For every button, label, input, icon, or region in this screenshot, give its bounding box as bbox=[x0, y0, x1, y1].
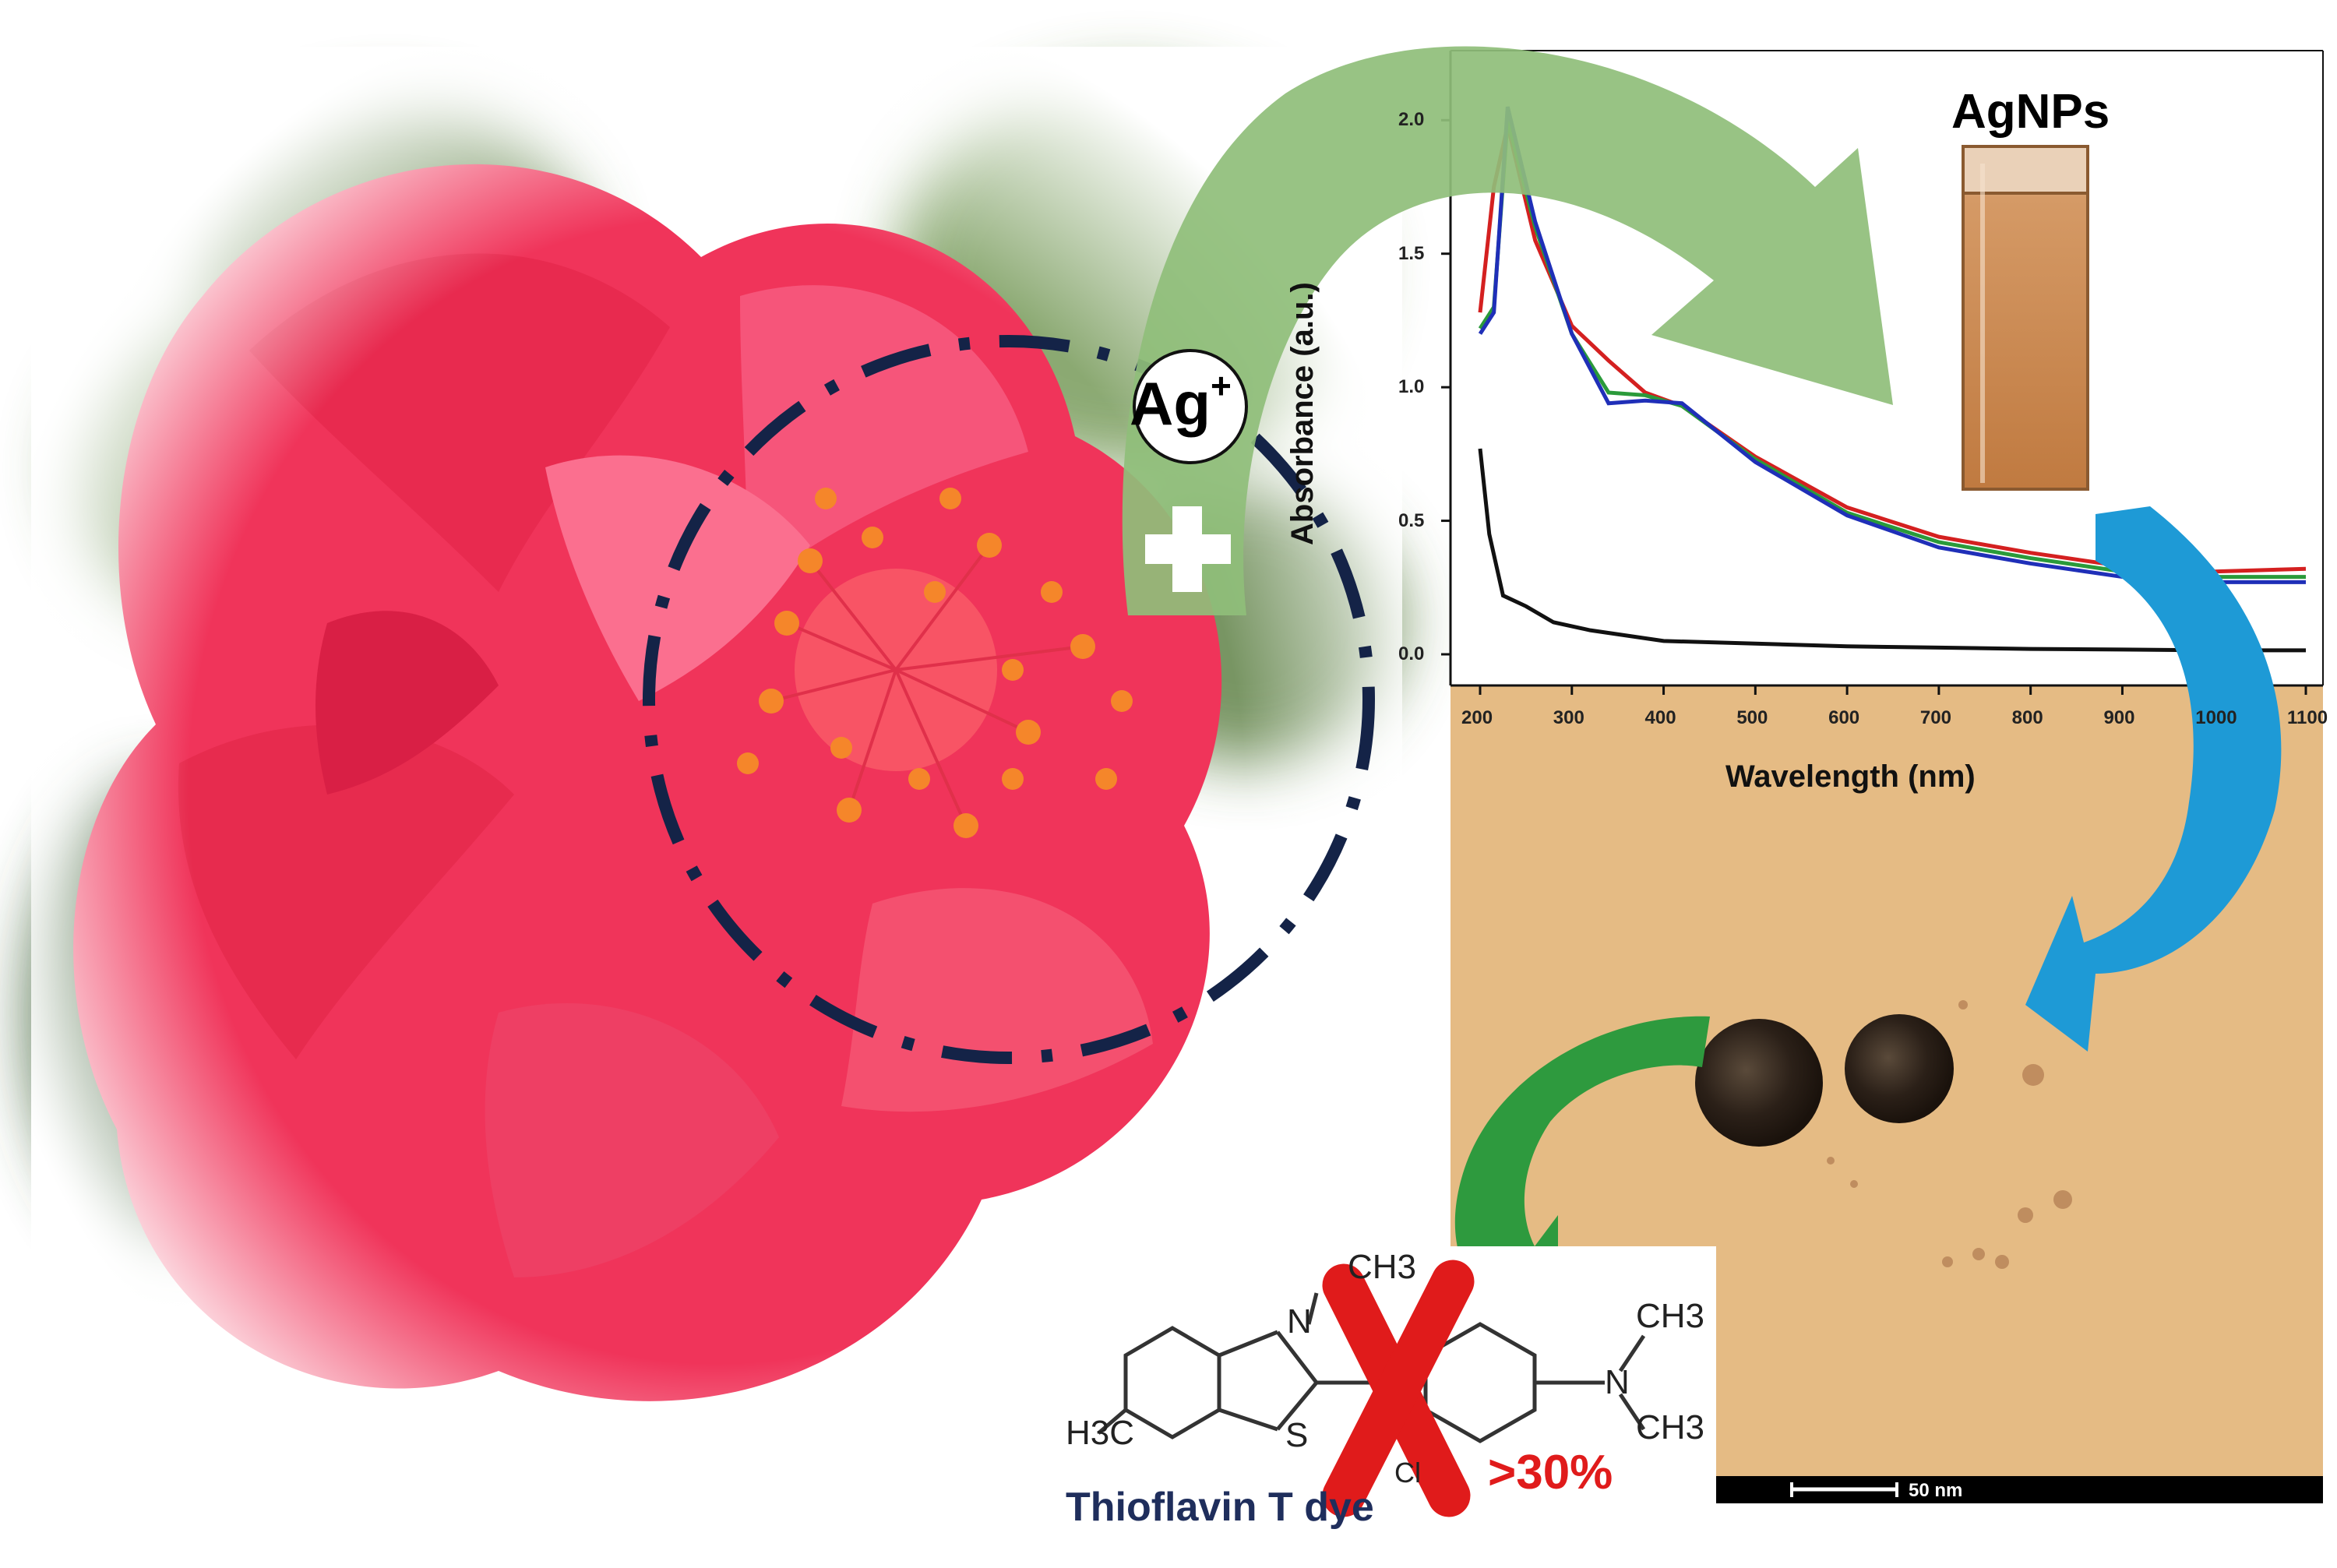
x-tick-label: 500 bbox=[1736, 707, 1768, 728]
amine-nitrogen-label: N bbox=[1605, 1363, 1630, 1401]
thioflavin-structure bbox=[1058, 1246, 1716, 1527]
y-axis-label: Absorbance (a.u.) bbox=[1285, 282, 1320, 545]
ring-sulfur-label: S bbox=[1285, 1416, 1309, 1454]
y-tick-label: 0.5 bbox=[1398, 509, 1425, 531]
x-tick-label: 1000 bbox=[2195, 707, 2237, 728]
ag-ion-circle bbox=[1133, 349, 1248, 464]
x-tick-label: 800 bbox=[2011, 707, 2043, 728]
x-tick-label: 400 bbox=[1644, 707, 1676, 728]
x-tick-label: 1100 bbox=[2287, 707, 2328, 728]
agnps-label: AgNPs bbox=[1951, 85, 2110, 139]
ag-ion-label: Ag+ bbox=[1130, 365, 1232, 439]
ring-nitrogen-label: N bbox=[1287, 1302, 1312, 1341]
nanoparticle-2 bbox=[1845, 1014, 1954, 1123]
chart-series-line bbox=[1478, 448, 2306, 653]
scale-bar-label: 50 nm bbox=[1909, 1480, 1963, 1501]
dye-name-label: Thioflavin T dye bbox=[1066, 1485, 1374, 1530]
cuvette-image bbox=[1962, 145, 2089, 491]
x-tick-label: 300 bbox=[1553, 707, 1584, 728]
blue-arrow bbox=[2025, 506, 2282, 1052]
ag-charge: + bbox=[1210, 365, 1232, 406]
methyl-left-label: H3C bbox=[1066, 1414, 1135, 1452]
x-tick-label: 200 bbox=[1461, 707, 1493, 728]
red-cross-icon bbox=[1322, 1260, 1475, 1517]
y-tick-label: 1.5 bbox=[1398, 242, 1425, 264]
y-tick-label: 2.0 bbox=[1398, 109, 1425, 131]
methyl-top-label: CH3 bbox=[1348, 1248, 1417, 1286]
dashed-circle bbox=[643, 335, 1375, 1064]
methyl-right-bottom-label: CH3 bbox=[1636, 1408, 1705, 1446]
green-arrow bbox=[1122, 46, 1893, 615]
y-tick-label: 0.0 bbox=[1398, 643, 1425, 664]
x-tick-label: 700 bbox=[1919, 707, 1951, 728]
y-tick-label: 1.0 bbox=[1398, 376, 1425, 398]
ag-symbol: Ag bbox=[1130, 369, 1211, 438]
x-tick-label: 900 bbox=[2103, 707, 2135, 728]
methyl-right-top-label: CH3 bbox=[1636, 1297, 1705, 1335]
x-axis-label: Wavelength (nm) bbox=[1725, 759, 1976, 794]
chloride-label: Cl bbox=[1394, 1457, 1421, 1489]
x-tick-label: 600 bbox=[1828, 707, 1860, 728]
plus-icon bbox=[1145, 506, 1231, 592]
removal-percentage: >30% bbox=[1488, 1446, 1613, 1499]
nanoparticle-1 bbox=[1695, 1019, 1823, 1147]
